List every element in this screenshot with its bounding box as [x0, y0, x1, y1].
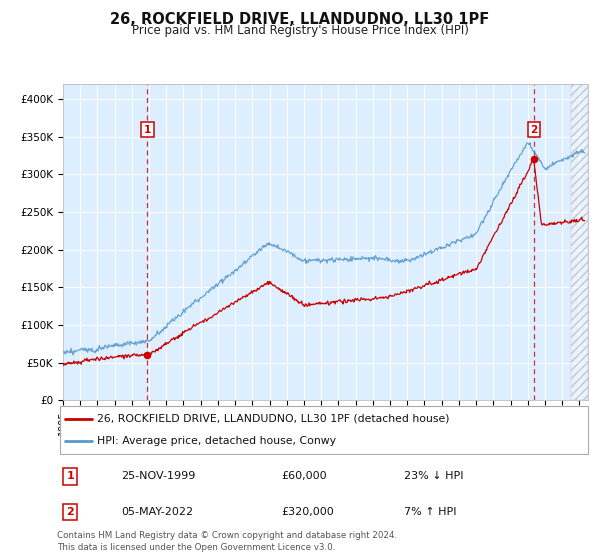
Text: 2: 2 [530, 125, 538, 135]
Text: 26, ROCKFIELD DRIVE, LLANDUDNO, LL30 1PF (detached house): 26, ROCKFIELD DRIVE, LLANDUDNO, LL30 1PF… [97, 414, 449, 424]
Text: 26, ROCKFIELD DRIVE, LLANDUDNO, LL30 1PF: 26, ROCKFIELD DRIVE, LLANDUDNO, LL30 1PF [110, 12, 490, 27]
Text: 1: 1 [144, 125, 151, 135]
Text: 7% ↑ HPI: 7% ↑ HPI [404, 507, 457, 517]
Bar [571, 84, 588, 400]
Text: 23% ↓ HPI: 23% ↓ HPI [404, 472, 464, 482]
Text: 1: 1 [67, 472, 74, 482]
Text: 25-NOV-1999: 25-NOV-1999 [121, 472, 196, 482]
Bar [571, 84, 588, 400]
Text: Price paid vs. HM Land Registry's House Price Index (HPI): Price paid vs. HM Land Registry's House … [131, 24, 469, 36]
Text: 2: 2 [67, 507, 74, 517]
Text: 05-MAY-2022: 05-MAY-2022 [121, 507, 193, 517]
Text: £60,000: £60,000 [281, 472, 327, 482]
Text: Contains HM Land Registry data © Crown copyright and database right 2024.
This d: Contains HM Land Registry data © Crown c… [57, 531, 397, 552]
Text: HPI: Average price, detached house, Conwy: HPI: Average price, detached house, Conw… [97, 436, 336, 446]
FancyBboxPatch shape [59, 407, 589, 454]
Text: £320,000: £320,000 [281, 507, 334, 517]
